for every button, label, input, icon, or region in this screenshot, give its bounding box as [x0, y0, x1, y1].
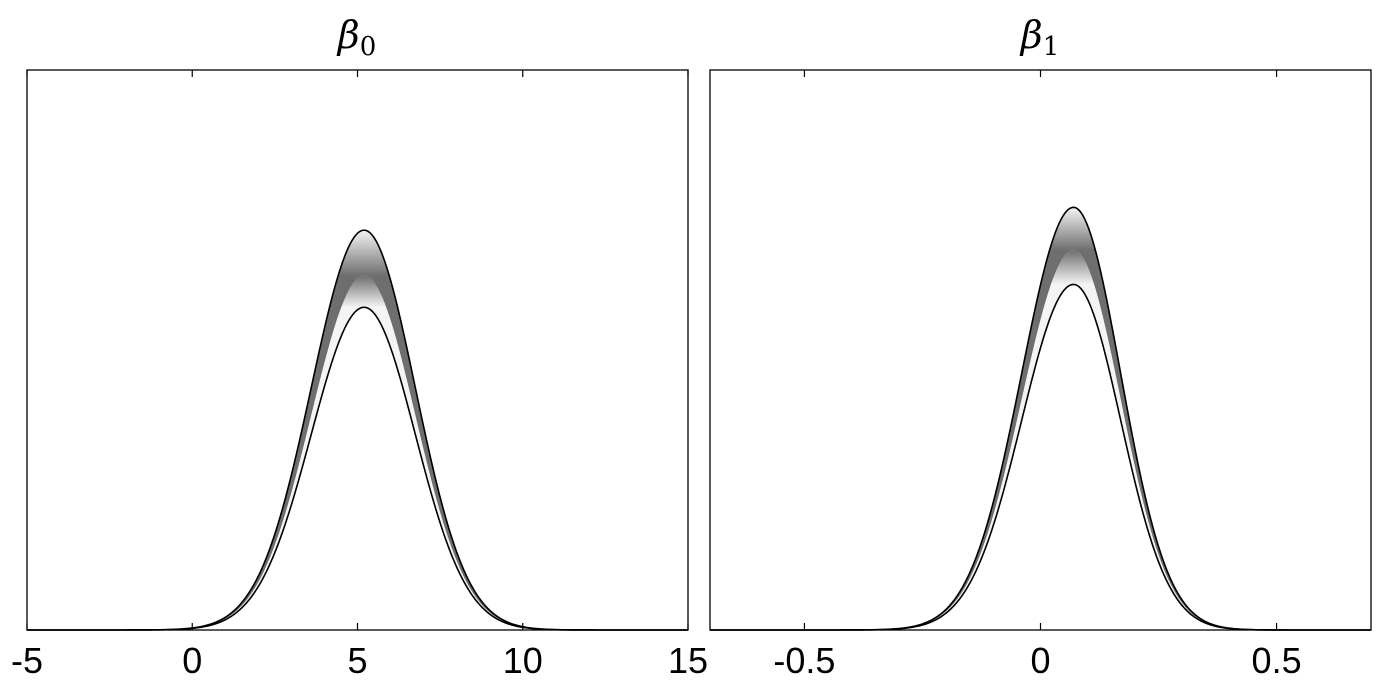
x-tick-label: 15: [668, 640, 708, 681]
x-axis: -0.5 0 0.5: [773, 70, 1302, 681]
panel-title-subscript: 1: [1043, 32, 1060, 62]
band-lower-fill: [710, 250, 1371, 630]
band-lower-fill: [27, 275, 688, 630]
panel-title-subscript: 0: [360, 32, 377, 62]
x-tick-label: -5: [11, 640, 43, 681]
plot-frame: [26, 69, 689, 631]
panel-beta0: β0 -5 0 5 10 15: [11, 13, 708, 681]
x-tick-label: 5: [347, 640, 367, 681]
panel-title: β1: [1019, 13, 1060, 62]
x-tick-label: -0.5: [773, 640, 835, 681]
x-tick-label: 0.5: [1252, 640, 1302, 681]
panel-beta1: β1 -0.5 0 0.5: [709, 13, 1372, 681]
x-tick-label: 0: [182, 640, 202, 681]
band-upper-edge: [710, 206, 1371, 631]
panel-title-symbol: β: [336, 13, 360, 57]
x-axis: -5 0 5 10 15: [11, 70, 708, 681]
plot-area: [710, 206, 1371, 631]
x-tick-label: 10: [503, 640, 543, 681]
band-lower-edge: [27, 306, 688, 631]
panel-title-symbol: β: [1019, 13, 1043, 57]
plot-area: [27, 229, 688, 631]
band-upper-fill: [710, 207, 1371, 630]
x-tick-label: 0: [1030, 640, 1050, 681]
panel-title: β0: [336, 13, 377, 62]
